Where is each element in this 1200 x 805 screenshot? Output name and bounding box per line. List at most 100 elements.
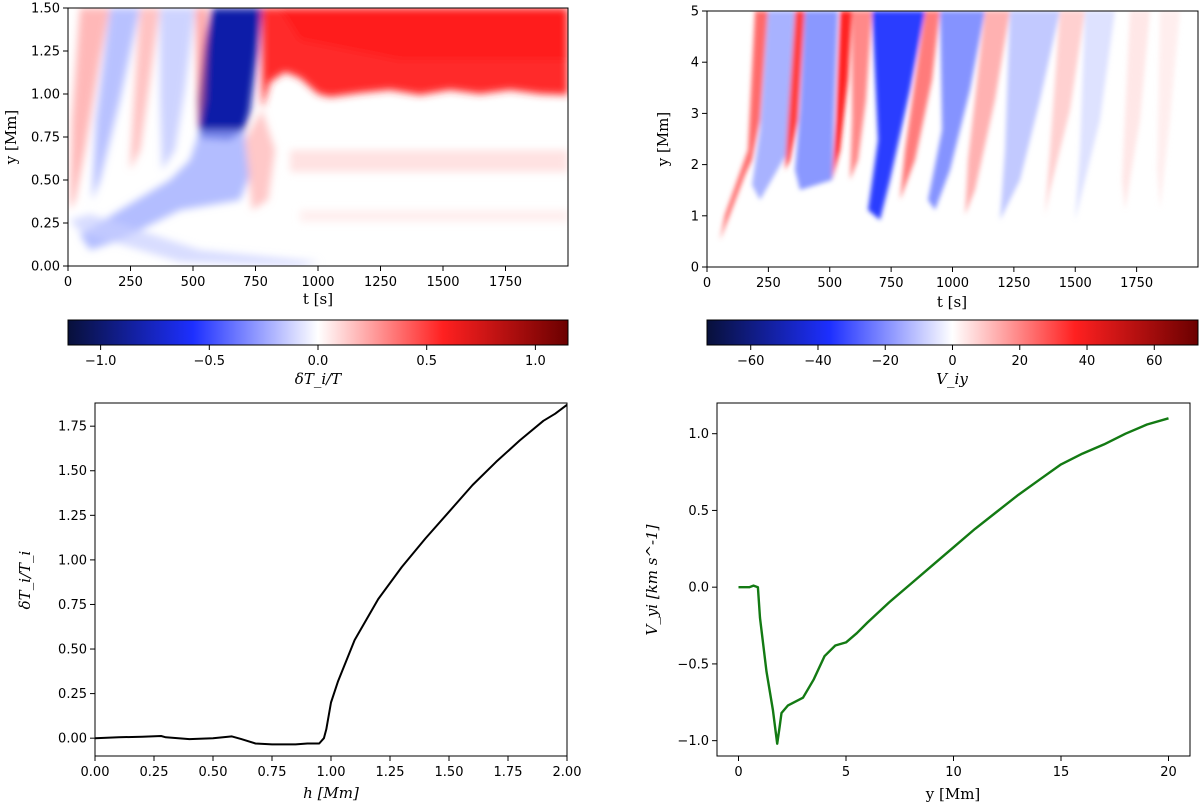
temperature-profile-xtick-label: 2.00 <box>553 765 582 780</box>
velocity-heatmap-ytick-label: 4 <box>691 56 699 71</box>
temperature-profile-ytick-label: 0.75 <box>58 598 87 613</box>
temperature-profile-ytick-label: 1.75 <box>58 420 87 435</box>
velocity-heatmap-ytick-label: 2 <box>691 158 699 173</box>
temperature-profile-ytick-label: 1.00 <box>58 553 87 568</box>
temperature-heatmap-xtick-label: 1500 <box>426 275 459 290</box>
temperature-profile-axes: 0.00 0.25 0.50 0.75 1.00 1.25 1.50 1.75 2.00 0.00… <box>58 420 581 780</box>
temperature-profile-series <box>94 404 568 746</box>
velocity-heatmap-ytick-label: 5 <box>691 5 699 20</box>
velocity-profile-frame <box>716 402 1191 757</box>
temperature-heatmap-ytick-label: 1.50 <box>31 2 60 17</box>
temperature-colorbar-tick-label: −1.0 <box>85 354 117 369</box>
temperature-profile-ytick-label: 1.25 <box>58 509 87 524</box>
velocity-colorbar-tick-label: 40 <box>1079 354 1096 369</box>
velocity-profile-axes: 0 5 10 15 20 −1.0 −0.5 0.0 0.5 1.0 <box>677 427 1176 780</box>
temperature-heatmap-axes: 0 250 500 750 1000 1250 1500 1750 0.00 0.25 0.50 0.… <box>31 2 522 291</box>
velocity-heatmap-ytick-label: 1 <box>691 209 699 224</box>
velocity-heatmap-xtick-label: 250 <box>756 276 781 291</box>
velocity-colorbar-tick-label: 60 <box>1146 354 1163 369</box>
temperature-profile-ytick-label: 1.50 <box>58 464 87 479</box>
velocity-colorbar-tick-label: −60 <box>737 354 764 369</box>
temperature-profile-line <box>94 404 568 746</box>
velocity-heatmap-xtick-label: 1250 <box>997 276 1030 291</box>
velocity-colorbar-label: V_iy <box>936 370 968 388</box>
temperature-heatmap-ylabel: y [Mm] <box>2 110 20 166</box>
velocity-colorbar-gradient <box>707 320 1198 345</box>
temperature-heatmap-ytick-label: 0.25 <box>31 217 60 232</box>
velocity-profile-ytick-label: 0.5 <box>688 504 709 519</box>
temperature-profile-xtick-label: 1.75 <box>494 765 523 780</box>
velocity-profile-ytick-label: 1.0 <box>688 427 709 442</box>
velocity-heatmap-xtick-label: 0 <box>703 276 711 291</box>
temperature-profile-ytick-label: 0.25 <box>58 687 87 702</box>
temperature-colorbar-ticks: −1.0 −0.5 0.0 0.5 1.0 <box>85 345 546 369</box>
temperature-profile-xlabel: h [Mm] <box>303 784 359 802</box>
temperature-heatmap-xtick-label: 250 <box>118 275 143 290</box>
temperature-profile-xtick-label: 1.00 <box>317 765 346 780</box>
temperature-heatmap-xtick-label: 750 <box>243 275 268 290</box>
velocity-profile-xtick-label: 10 <box>945 765 962 780</box>
velocity-profile-panel: 0 5 10 15 20 −1.0 −0.5 0.0 0.5 1.0 y [Mm] V_yi [k… <box>643 402 1191 803</box>
velocity-profile-series <box>738 417 1169 745</box>
velocity-colorbar-tick-label: 20 <box>1011 354 1028 369</box>
velocity-colorbar: −60 −40 −20 0 20 40 60 V_iy <box>706 319 1199 388</box>
temperature-heatmap-xtick-label: 1000 <box>301 275 334 290</box>
velocity-colorbar-tick-label: −20 <box>872 354 899 369</box>
temperature-profile-panel: 0.00 0.25 0.50 0.75 1.00 1.25 1.50 1.75 2.00 0.00… <box>16 402 581 802</box>
temperature-colorbar-tick-label: 0.5 <box>416 354 437 369</box>
velocity-heatmap-field <box>707 11 1198 267</box>
temperature-colorbar-gradient <box>68 320 568 345</box>
velocity-heatmap-xlabel: t [s] <box>937 293 967 311</box>
velocity-colorbar-ticks: −60 −40 −20 0 20 40 60 <box>737 345 1163 369</box>
velocity-heatmap-xtick-label: 750 <box>879 276 904 291</box>
temperature-profile-xtick-label: 0.75 <box>258 765 287 780</box>
temperature-colorbar-tick-label: 0.0 <box>308 354 329 369</box>
velocity-heatmap-xtick-label: 500 <box>817 276 842 291</box>
temperature-heatmap-xtick-label: 0 <box>64 275 72 290</box>
velocity-profile-xtick-label: 0 <box>734 765 742 780</box>
velocity-heatmap-ylabel: y [Mm] <box>654 112 672 168</box>
temperature-profile-ytick-label: 0.00 <box>58 732 87 747</box>
temperature-heatmap-xtick-label: 500 <box>181 275 206 290</box>
velocity-profile-ylabel: V_yi [km s^-1] <box>643 524 661 635</box>
temperature-heatmap-xtick-label: 1250 <box>364 275 397 290</box>
temperature-colorbar-label: δT_i/T <box>295 370 342 388</box>
temperature-heatmap-field <box>68 8 568 266</box>
temperature-heatmap-ytick-label: 0.50 <box>31 174 60 189</box>
temperature-profile-ytick-label: 0.50 <box>58 643 87 658</box>
temperature-heatmap-panel: 0 250 500 750 1000 1250 1500 1750 0.00 0.25 0.50 0.… <box>2 2 569 308</box>
velocity-profile-ytick-label: 0.0 <box>688 581 709 596</box>
temperature-heatmap-xlabel: t [s] <box>303 290 333 308</box>
velocity-heatmap-axes: 0 250 500 750 1000 1250 1500 1750 0 1 2 3 4 5 <box>691 5 1153 292</box>
velocity-heatmap-xtick-label: 1750 <box>1120 276 1153 291</box>
velocity-profile-ytick-label: −1.0 <box>677 734 709 749</box>
velocity-colorbar-tick-label: −40 <box>804 354 831 369</box>
velocity-profile-xlabel: y [Mm] <box>925 785 981 803</box>
velocity-heatmap-ytick-label: 0 <box>691 261 699 276</box>
temperature-colorbar-tick-label: −0.5 <box>194 354 226 369</box>
velocity-profile-xtick-label: 5 <box>842 765 850 780</box>
temperature-colorbar-tick-label: 1.0 <box>525 354 546 369</box>
velocity-colorbar-tick-label: 0 <box>948 354 956 369</box>
temperature-heatmap-xtick-label: 1750 <box>489 275 522 290</box>
temperature-profile-xtick-label: 0.50 <box>199 765 228 780</box>
temperature-heatmap-ytick-label: 1.25 <box>31 45 60 60</box>
temperature-heatmap-ytick-label: 0.75 <box>31 131 60 146</box>
velocity-profile-xtick-label: 15 <box>1053 765 1070 780</box>
velocity-heatmap-panel: 0 250 500 750 1000 1250 1500 1750 0 1 2 3 4 5 t [s] y… <box>654 5 1199 311</box>
velocity-heatmap-ytick-label: 3 <box>691 107 699 122</box>
temperature-profile-ylabel: δT_i/T_i <box>16 550 34 609</box>
temperature-heatmap-ytick-label: 1.00 <box>31 88 60 103</box>
temperature-colorbar: −1.0 −0.5 0.0 0.5 1.0 δT_i/T <box>67 319 569 388</box>
velocity-profile-line <box>738 417 1169 745</box>
velocity-heatmap-xtick-label: 1500 <box>1059 276 1092 291</box>
temperature-profile-xtick-label: 0.25 <box>140 765 169 780</box>
velocity-profile-xtick-label: 20 <box>1160 765 1177 780</box>
temperature-heatmap-ytick-label: 0.00 <box>31 260 60 275</box>
temperature-profile-xtick-label: 1.25 <box>376 765 405 780</box>
velocity-profile-ytick-label: −0.5 <box>677 657 709 672</box>
velocity-heatmap-xtick-label: 1000 <box>936 276 969 291</box>
temperature-profile-xtick-label: 1.50 <box>435 765 464 780</box>
temperature-profile-xtick-label: 0.00 <box>81 765 110 780</box>
